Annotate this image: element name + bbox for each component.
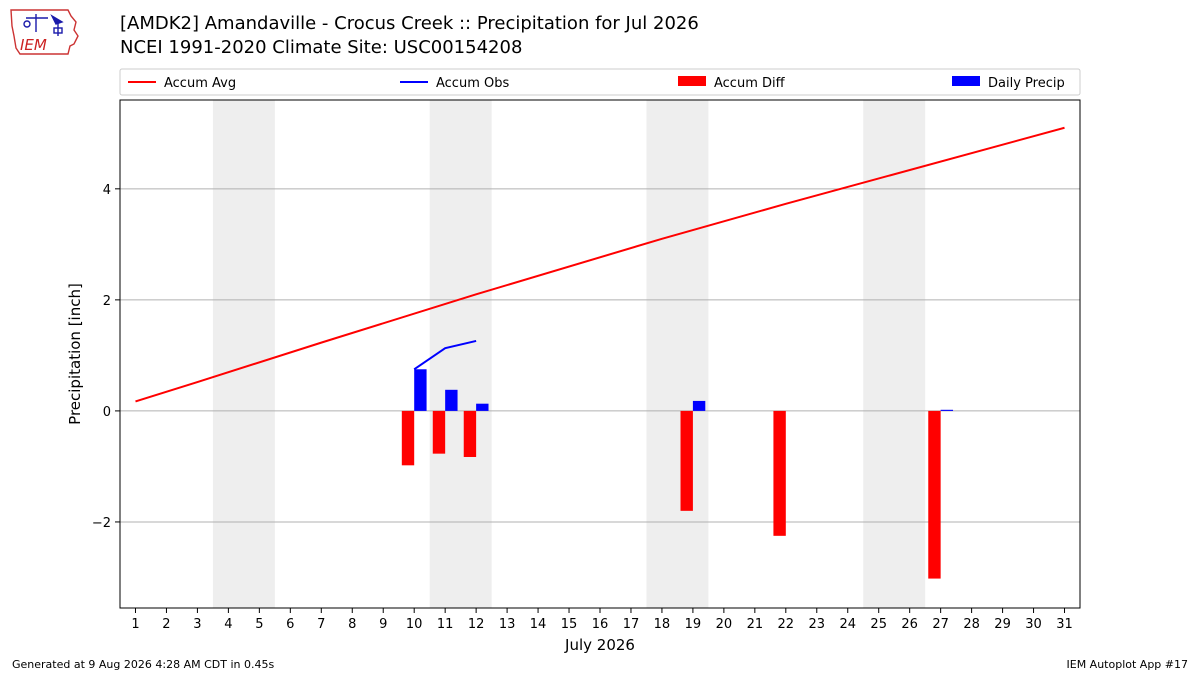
- accum-diff-bar: [928, 410, 941, 579]
- chart-title: [AMDK2] Amandaville - Crocus Creek :: Pr…: [120, 12, 699, 60]
- weekend-band: [863, 100, 926, 608]
- x-tick-label: 5: [255, 617, 263, 632]
- daily-precip-bar: [476, 403, 489, 411]
- weekend-shading: [212, 100, 926, 608]
- weather-instruments-icon: [23, 14, 64, 36]
- legend-swatch-bar: [952, 76, 980, 86]
- daily-precip-bar: [445, 389, 458, 411]
- x-tick-label: 22: [778, 617, 795, 632]
- x-tick-label: 12: [468, 617, 485, 632]
- gridlines: [120, 188, 1080, 523]
- legend-label: Daily Precip: [988, 76, 1065, 91]
- x-tick-label: 23: [809, 617, 826, 632]
- x-tick-label: 26: [901, 617, 918, 632]
- app-note: IEM Autoplot App #17: [1066, 658, 1189, 671]
- x-tick-label: 25: [870, 617, 887, 632]
- x-tick-label: 31: [1056, 617, 1073, 632]
- legend-swatch-bar: [678, 76, 706, 86]
- legend-box: [119, 68, 1081, 96]
- x-tick-label: 29: [994, 617, 1011, 632]
- accum-diff-bar: [432, 410, 446, 454]
- accum-diff-bar: [463, 410, 477, 457]
- x-tick-label: 24: [839, 617, 856, 632]
- y-tick-label: 0: [103, 405, 111, 420]
- legend-label: Accum Diff: [714, 76, 786, 91]
- x-tick-label: 10: [406, 617, 423, 632]
- daily-precip-bar: [414, 369, 427, 411]
- daily-precip-bar: [692, 400, 706, 411]
- x-axis-label: July 2026: [564, 636, 635, 654]
- accum-avg-line: [135, 126, 1065, 403]
- x-tick-label: 15: [561, 617, 578, 632]
- x-tick-label: 2: [162, 617, 170, 632]
- x-tick-label: 20: [716, 617, 733, 632]
- x-tick-label: 4: [224, 617, 232, 632]
- x-tick-label: 14: [530, 617, 547, 632]
- legend-label: Accum Obs: [436, 76, 509, 91]
- x-tick-label: 17: [623, 617, 640, 632]
- daily-precip-bar: [940, 409, 954, 411]
- accum-diff-bar: [401, 410, 415, 466]
- y-axis-ticks: −2 0 2 4: [92, 183, 120, 531]
- y-tick-label: −2: [92, 516, 111, 531]
- y-tick-label: 2: [103, 294, 111, 309]
- weekend-band: [212, 100, 275, 608]
- x-tick-label: 11: [437, 617, 454, 632]
- logo-text: IEM: [20, 36, 47, 54]
- x-tick-label: 18: [654, 617, 671, 632]
- title-line-2: NCEI 1991-2020 Climate Site: USC00154208: [120, 37, 523, 58]
- x-tick-label: 8: [348, 617, 356, 632]
- weekend-band: [429, 100, 492, 608]
- x-tick-label: 6: [286, 617, 294, 632]
- accum-diff-bar: [773, 410, 786, 536]
- iowa-outline-shape: [10, 9, 79, 55]
- legend: Accum Avg Accum Obs Accum Diff Daily Precip: [119, 68, 1081, 96]
- accum-obs-line: [413, 339, 477, 371]
- x-tick-label: 30: [1025, 617, 1042, 632]
- generated-note: Generated at 9 Aug 2026 4:28 AM CDT in 0…: [12, 658, 275, 671]
- iem-logo: IEM: [10, 9, 79, 55]
- x-tick-label: 27: [932, 617, 949, 632]
- x-axis-ticks: 1 2 3 4 5 6 7 8 9 10 11 12 13 14 15 16 17 18 19 20 21 22 23 24 2…: [131, 608, 1073, 632]
- series-lines: [135, 126, 1065, 403]
- x-tick-label: 7: [317, 617, 325, 632]
- x-tick-label: 19: [685, 617, 702, 632]
- bars: [401, 369, 954, 579]
- x-tick-label: 21: [747, 617, 764, 632]
- title-line-1: [AMDK2] Amandaville - Crocus Creek :: Pr…: [120, 13, 699, 34]
- x-tick-label: 9: [379, 617, 387, 632]
- x-tick-label: 13: [499, 617, 516, 632]
- x-tick-label: 16: [592, 617, 609, 632]
- y-tick-label: 4: [103, 183, 111, 198]
- x-tick-label: 3: [193, 617, 201, 632]
- x-tick-label: 1: [131, 617, 139, 632]
- accum-diff-bar: [680, 410, 693, 511]
- weekend-band: [646, 100, 709, 608]
- x-tick-label: 28: [963, 617, 980, 632]
- legend-label: Accum Avg: [164, 76, 236, 91]
- y-axis-label: Precipitation [inch]: [66, 283, 84, 425]
